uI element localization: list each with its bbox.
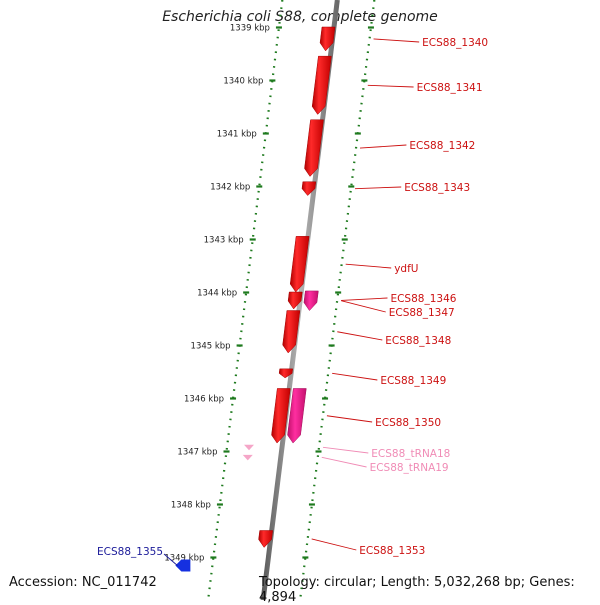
gene-label[interactable]: ECS88_tRNA18 [371,448,450,460]
label-layer: ECS88_1340 ECS88_1341 ECS88_1342 ECS88_1343… [97,37,488,566]
label-connector [341,300,386,313]
ruler-dotted-line-right [299,0,376,600]
map-title: Escherichia coli S88, complete genome [162,9,438,25]
ruler-tick-label: 1339 kbp [230,24,270,34]
label-connector [354,186,402,190]
label-connector [341,297,388,301]
gene-label[interactable]: ECS88_1353 [359,545,425,557]
label-connector [337,331,383,341]
ruler-tick-label: 1347 kbp [177,448,217,458]
gene-arrow-plus[interactable] [301,181,317,196]
label-connector [359,144,407,149]
gene-arrow-plus[interactable] [271,388,291,444]
label-connector [321,456,367,468]
gene-label[interactable]: ECS88_1348 [385,335,451,347]
gene-arrow-plus[interactable] [287,291,303,310]
trna-marker[interactable] [244,444,255,451]
ruler-tick-label: 1345 kbp [191,342,231,352]
gene-arrow-plus[interactable] [304,119,324,177]
gene-label[interactable]: ECS88_1347 [389,307,455,319]
gene-label[interactable]: ECS88_1349 [380,375,446,387]
gene-arrow-plus[interactable] [319,26,336,52]
ruler-tick-label: 1344 kbp [197,289,237,299]
label-connector [311,538,357,551]
gene-arrow-plus[interactable] [258,530,273,548]
gene-label[interactable]: ECS88_1346 [390,293,456,305]
ruler-tick-label: 1340 kbp [223,77,263,87]
ruler-tick-label: 1343 kbp [204,236,244,246]
gene-arrow-plus[interactable] [282,310,301,354]
genome-summary-text: Topology: circular; Length: 5,032,268 bp… [259,575,575,605]
gene-label[interactable]: ECS88_1355 [97,546,163,558]
gene-arrow-plus[interactable] [311,55,332,115]
gene-arrow-plus[interactable] [289,236,310,293]
label-connector [367,84,414,88]
gene-arrow-plus-alt[interactable] [287,388,307,444]
ruler-tick-label: 1341 kbp [217,130,257,140]
gene-arrow-plus-alt[interactable] [303,290,319,311]
gene-label[interactable]: ydfU [394,263,418,275]
gene-arrow-minus[interactable] [175,559,191,572]
ruler-tick-label: 1349 kbp [164,554,204,564]
label-connector [322,446,369,454]
gene-label[interactable]: ECS88_1340 [422,37,488,49]
label-connector [163,553,178,566]
gene-label[interactable]: ECS88_1341 [417,82,483,94]
gene-label[interactable]: ECS88_1343 [404,182,470,194]
gene-label[interactable]: ECS88_tRNA19 [370,462,449,474]
ruler-layer: 1339 kbp 1340 kbp 1341 kbp 1342 kbp 1343 kbp… [164,0,376,600]
ruler-tick-label: 1346 kbp [184,395,224,405]
feature-layer[interactable] [175,26,336,572]
label-connector [326,415,373,423]
label-connector [373,38,420,43]
trna-marker[interactable] [242,454,253,461]
gene-label[interactable]: ECS88_1350 [375,417,441,429]
ruler-tick-label: 1342 kbp [210,183,250,193]
label-connector [345,263,392,269]
label-connector [332,372,378,381]
gene-arrow-plus[interactable] [278,368,293,379]
gene-label[interactable]: ECS88_1342 [409,140,475,152]
ruler-tick-label: 1348 kbp [171,501,211,511]
accession-text: Accession: NC_011742 [9,575,157,590]
ruler-dotted-line-left [207,0,284,600]
